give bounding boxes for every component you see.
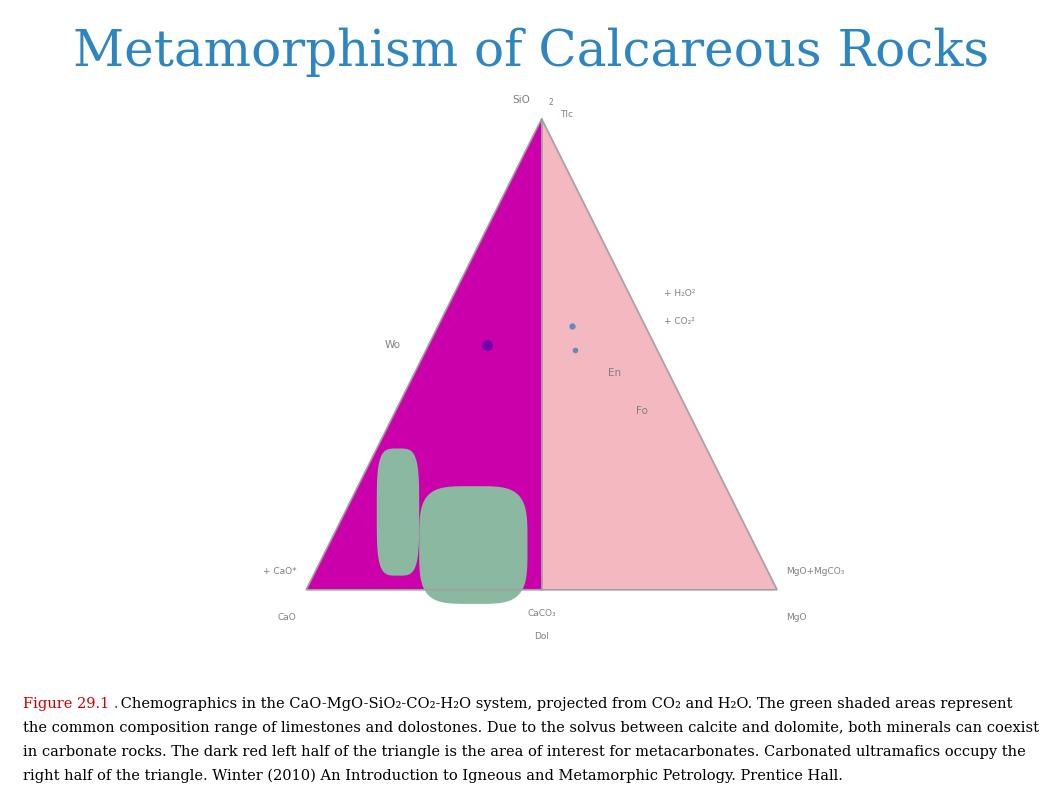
Text: SiO: SiO xyxy=(512,95,530,104)
Text: in carbonate rocks. The dark red left half of the triangle is the area of intere: in carbonate rocks. The dark red left ha… xyxy=(23,745,1026,760)
Text: Wo: Wo xyxy=(384,340,400,350)
Text: CaO: CaO xyxy=(278,614,296,622)
Text: Figure 29.1 .: Figure 29.1 . xyxy=(23,697,119,712)
Text: + CaO*: + CaO* xyxy=(263,567,296,575)
Text: 2: 2 xyxy=(549,98,553,107)
Text: Chemographics in the CaO-MgO-SiO₂-CO₂-H₂O system, projected from CO₂ and H₂O. Th: Chemographics in the CaO-MgO-SiO₂-CO₂-H₂… xyxy=(116,697,1012,712)
Text: Metamorphism of Calcareous Rocks: Metamorphism of Calcareous Rocks xyxy=(73,28,989,77)
Text: Fo: Fo xyxy=(636,406,648,416)
Text: Dol: Dol xyxy=(534,632,549,641)
Text: right half of the triangle. Winter (2010) An Introduction to Igneous and Metamor: right half of the triangle. Winter (2010… xyxy=(23,769,843,783)
Text: MgO: MgO xyxy=(787,614,807,622)
Text: CaCO₃: CaCO₃ xyxy=(528,609,555,618)
Polygon shape xyxy=(419,486,528,604)
Text: + CO₂²: + CO₂² xyxy=(664,317,695,326)
Polygon shape xyxy=(377,449,419,575)
Text: MgO+MgCO₃: MgO+MgCO₃ xyxy=(787,567,845,575)
Text: Tlc: Tlc xyxy=(561,110,573,119)
Polygon shape xyxy=(306,119,542,590)
Polygon shape xyxy=(542,119,777,590)
Text: En: En xyxy=(607,368,620,378)
Text: + H₂O²: + H₂O² xyxy=(664,289,696,297)
Text: the common composition range of limestones and dolostones. Due to the solvus bet: the common composition range of limeston… xyxy=(23,721,1040,736)
